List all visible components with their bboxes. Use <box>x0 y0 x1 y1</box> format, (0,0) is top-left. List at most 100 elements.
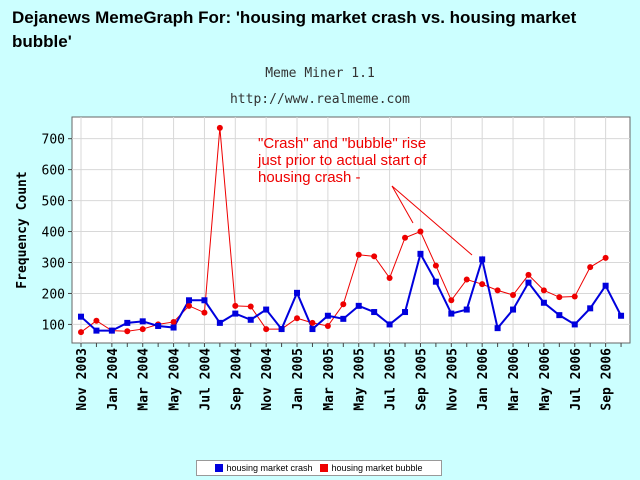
y-tick-label: 400 <box>42 226 65 241</box>
data-point-bubble <box>340 301 347 308</box>
x-tick-label: Mar 2006 <box>507 348 522 411</box>
x-tick-label: Mar 2005 <box>322 348 337 411</box>
x-tick-label: May 2006 <box>538 348 553 411</box>
x-tick-label: Jan 2004 <box>106 348 121 411</box>
data-point-crash <box>139 318 146 325</box>
data-point-crash <box>371 309 378 316</box>
data-point-bubble <box>201 309 208 316</box>
x-tick-label: Nov 2004 <box>260 348 275 411</box>
data-point-bubble <box>417 228 424 235</box>
legend-label-crash: housing market crash <box>226 463 313 473</box>
data-point-crash <box>448 310 455 317</box>
data-point-crash <box>232 310 239 317</box>
y-tick-label: 200 <box>42 287 65 302</box>
data-point-crash <box>309 326 316 333</box>
data-point-crash <box>479 256 486 263</box>
x-tick-label: Sep 2006 <box>600 348 615 411</box>
data-point-bubble <box>402 234 409 241</box>
data-point-bubble <box>78 329 84 336</box>
data-point-crash <box>540 299 547 306</box>
data-point-bubble <box>510 292 517 299</box>
data-point-bubble <box>263 326 270 333</box>
data-point-bubble <box>93 317 100 324</box>
data-point-bubble <box>525 271 532 278</box>
y-tick-label: 300 <box>42 257 65 272</box>
data-point-bubble <box>124 328 131 335</box>
legend-item-crash: housing market crash <box>215 463 312 473</box>
data-point-bubble <box>463 276 470 283</box>
data-point-bubble <box>371 253 378 260</box>
legend-item-bubble: housing market bubble <box>320 463 423 473</box>
data-point-crash <box>525 279 532 286</box>
plot-area <box>71 116 631 344</box>
data-point-crash <box>263 306 270 313</box>
data-point-crash <box>247 316 254 323</box>
data-point-bubble <box>540 287 547 294</box>
data-point-crash <box>216 319 223 326</box>
y-tick-label: 700 <box>42 133 65 148</box>
page-title: Dejanews MemeGraph For: 'housing market … <box>12 8 577 51</box>
x-axis: Nov 2003 Jan 2004 Mar 2004 May 2004 Jul 2004… <box>75 343 622 411</box>
data-point-crash <box>124 319 131 326</box>
data-point-crash <box>432 278 439 285</box>
data-point-crash <box>417 250 424 257</box>
data-point-crash <box>510 306 517 313</box>
x-tick-label: Nov 2003 <box>75 348 90 411</box>
data-point-bubble <box>216 124 223 131</box>
x-tick-label: Jan 2006 <box>476 348 491 411</box>
data-point-crash <box>587 305 594 312</box>
data-point-bubble <box>386 274 393 281</box>
data-point-crash <box>463 306 470 313</box>
y-axis-label: Frequency Count <box>15 171 30 288</box>
x-tick-label: May 2005 <box>353 348 368 411</box>
data-point-crash <box>278 326 285 333</box>
data-point-crash <box>78 313 84 320</box>
x-tick-label: Mar 2004 <box>137 348 152 411</box>
data-point-crash <box>571 321 578 328</box>
data-point-bubble <box>355 251 362 258</box>
data-point-bubble <box>247 303 254 310</box>
data-point-crash <box>340 315 347 322</box>
x-tick-label: Jul 2004 <box>198 348 213 411</box>
data-point-crash <box>386 321 393 328</box>
x-tick-label: Jul 2005 <box>384 348 399 411</box>
data-point-bubble <box>448 297 455 304</box>
data-point-bubble <box>294 315 301 322</box>
data-point-bubble <box>324 322 331 329</box>
data-point-bubble <box>571 293 578 300</box>
data-point-crash <box>556 312 563 319</box>
x-tick-label: Sep 2004 <box>229 348 244 411</box>
y-tick-label: 100 <box>42 318 65 333</box>
data-point-bubble <box>139 326 146 333</box>
annotation-arrow <box>391 185 473 256</box>
data-point-crash <box>201 297 208 304</box>
y-tick-label: 600 <box>42 164 65 179</box>
legend-label-bubble: housing market bubble <box>331 463 423 473</box>
data-point-crash <box>170 324 177 331</box>
x-tick-label: Jul 2006 <box>569 348 584 411</box>
data-point-bubble <box>602 254 609 261</box>
chart-subtitle: Meme Miner 1.1 <box>265 66 375 81</box>
data-point-bubble <box>494 287 501 294</box>
data-point-crash <box>108 327 115 334</box>
legend: housing market crash housing market bubb… <box>196 460 442 476</box>
data-point-crash <box>155 322 162 329</box>
data-point-crash <box>494 325 501 332</box>
legend-swatch-crash <box>215 464 224 472</box>
data-point-bubble <box>170 318 177 325</box>
x-tick-label: Nov 2005 <box>445 348 460 411</box>
x-tick-label: Jan 2005 <box>291 348 306 411</box>
data-point-bubble <box>556 294 563 301</box>
x-tick-label: Sep 2005 <box>414 348 429 411</box>
y-tick-label: 500 <box>42 195 65 210</box>
y-axis: 100 200 300 400 500 600 700 <box>42 133 72 333</box>
annotation-text: just prior to actual start of <box>257 152 427 169</box>
data-point-crash <box>186 297 193 304</box>
legend-swatch-bubble <box>320 464 329 472</box>
line-chart: 100 200 300 400 500 600 700 Nov 2003 Jan 2004 Ma… <box>15 116 631 411</box>
annotation-text: "Crash" and "bubble" rise <box>258 135 426 152</box>
annotation-arrow <box>391 185 414 224</box>
data-point-crash <box>602 282 609 289</box>
data-point-crash <box>355 302 362 309</box>
